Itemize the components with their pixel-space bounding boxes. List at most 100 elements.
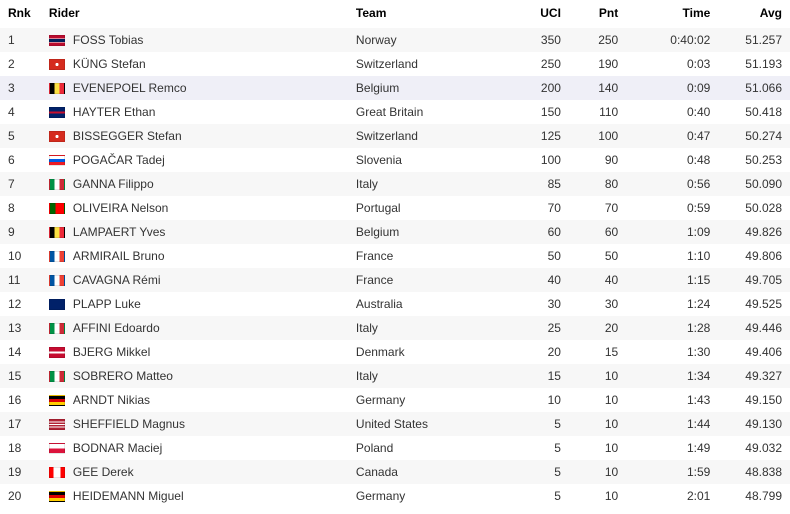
header-rnk[interactable]: Rnk	[0, 0, 41, 28]
cell-team[interactable]: Italy	[348, 316, 512, 340]
cell-team[interactable]: Poland	[348, 436, 512, 460]
header-time[interactable]: Time	[626, 0, 718, 28]
rider-name[interactable]: CAVAGNA Rémi	[73, 273, 161, 287]
rider-name[interactable]: SOBRERO Matteo	[73, 369, 173, 383]
cell-rider: GEE Derek	[41, 460, 348, 484]
rider-name[interactable]: AFFINI Edoardo	[73, 321, 160, 335]
cell-rnk: 14	[0, 340, 41, 364]
rider-name[interactable]: BJERG Mikkel	[73, 345, 150, 359]
rider-name[interactable]: ARNDT Nikias	[73, 393, 150, 407]
flag-icon	[49, 443, 65, 454]
cell-uci: 10	[512, 388, 569, 412]
cell-pnt: 190	[569, 52, 626, 76]
cell-pnt: 30	[569, 292, 626, 316]
cell-pnt: 80	[569, 172, 626, 196]
cell-pnt: 250	[569, 28, 626, 52]
flag-icon	[49, 107, 65, 118]
cell-team[interactable]: Slovenia	[348, 148, 512, 172]
cell-time: 0:59	[626, 196, 718, 220]
cell-rider: ARNDT Nikias	[41, 388, 348, 412]
rider-name[interactable]: PLAPP Luke	[73, 297, 141, 311]
rider-name[interactable]: GANNA Filippo	[73, 177, 154, 191]
cell-rider: GANNA Filippo	[41, 172, 348, 196]
cell-rnk: 16	[0, 388, 41, 412]
cell-team[interactable]: Australia	[348, 292, 512, 316]
cell-avg: 48.838	[718, 460, 790, 484]
cell-avg: 49.327	[718, 364, 790, 388]
cell-rnk: 5	[0, 124, 41, 148]
header-rider[interactable]: Rider	[41, 0, 348, 28]
rider-name[interactable]: FOSS Tobias	[73, 33, 143, 47]
cell-team[interactable]: Belgium	[348, 76, 512, 100]
table-row: 3EVENEPOEL RemcoBelgium2001400:0951.066	[0, 76, 790, 100]
cell-team[interactable]: France	[348, 268, 512, 292]
flag-icon	[49, 227, 65, 238]
table-row: 17SHEFFIELD MagnusUnited States5101:4449…	[0, 412, 790, 436]
cell-team[interactable]: Norway	[348, 28, 512, 52]
rider-name[interactable]: HAYTER Ethan	[73, 105, 155, 119]
cell-team[interactable]: Italy	[348, 172, 512, 196]
rider-name[interactable]: KÜNG Stefan	[73, 57, 146, 71]
cell-pnt: 15	[569, 340, 626, 364]
cell-uci: 200	[512, 76, 569, 100]
cell-rnk: 10	[0, 244, 41, 268]
cell-rider: AFFINI Edoardo	[41, 316, 348, 340]
cell-team[interactable]: France	[348, 244, 512, 268]
flag-icon	[49, 155, 65, 166]
cell-team[interactable]: Germany	[348, 388, 512, 412]
cell-uci: 60	[512, 220, 569, 244]
cell-team[interactable]: Italy	[348, 364, 512, 388]
rider-name[interactable]: LAMPAERT Yves	[73, 225, 166, 239]
flag-icon	[49, 323, 65, 334]
cell-rider: HEIDEMANN Miguel	[41, 484, 348, 508]
cell-pnt: 90	[569, 148, 626, 172]
header-pnt[interactable]: Pnt	[569, 0, 626, 28]
results-table: Rnk Rider Team UCI Pnt Time Avg 1FOSS To…	[0, 0, 790, 508]
cell-uci: 250	[512, 52, 569, 76]
cell-team[interactable]: Portugal	[348, 196, 512, 220]
table-row: 8OLIVEIRA NelsonPortugal70700:5950.028	[0, 196, 790, 220]
cell-rnk: 4	[0, 100, 41, 124]
cell-team[interactable]: Canada	[348, 460, 512, 484]
cell-time: 1:28	[626, 316, 718, 340]
cell-rnk: 9	[0, 220, 41, 244]
cell-team[interactable]: Germany	[348, 484, 512, 508]
cell-team[interactable]: Great Britain	[348, 100, 512, 124]
cell-rnk: 18	[0, 436, 41, 460]
cell-rnk: 6	[0, 148, 41, 172]
cell-rider: HAYTER Ethan	[41, 100, 348, 124]
cell-pnt: 40	[569, 268, 626, 292]
table-row: 5BISSEGGER StefanSwitzerland1251000:4750…	[0, 124, 790, 148]
cell-team[interactable]: Denmark	[348, 340, 512, 364]
flag-icon	[49, 59, 65, 70]
rider-name[interactable]: ARMIRAIL Bruno	[73, 249, 165, 263]
rider-name[interactable]: OLIVEIRA Nelson	[73, 201, 168, 215]
flag-icon	[49, 35, 65, 46]
cell-uci: 5	[512, 436, 569, 460]
cell-avg: 49.406	[718, 340, 790, 364]
cell-team[interactable]: Belgium	[348, 220, 512, 244]
cell-team[interactable]: Switzerland	[348, 52, 512, 76]
rider-name[interactable]: BODNAR Maciej	[73, 441, 162, 455]
header-team[interactable]: Team	[348, 0, 512, 28]
cell-rnk: 8	[0, 196, 41, 220]
cell-pnt: 10	[569, 364, 626, 388]
cell-uci: 70	[512, 196, 569, 220]
header-uci[interactable]: UCI	[512, 0, 569, 28]
cell-rider: BISSEGGER Stefan	[41, 124, 348, 148]
cell-team[interactable]: United States	[348, 412, 512, 436]
cell-pnt: 110	[569, 100, 626, 124]
rider-name[interactable]: HEIDEMANN Miguel	[73, 489, 184, 503]
cell-pnt: 60	[569, 220, 626, 244]
flag-icon	[49, 251, 65, 262]
cell-uci: 25	[512, 316, 569, 340]
rider-name[interactable]: BISSEGGER Stefan	[73, 129, 182, 143]
rider-name[interactable]: EVENEPOEL Remco	[73, 81, 187, 95]
rider-name[interactable]: GEE Derek	[73, 465, 134, 479]
rider-name[interactable]: POGAČAR Tadej	[73, 153, 165, 167]
cell-team[interactable]: Switzerland	[348, 124, 512, 148]
rider-name[interactable]: SHEFFIELD Magnus	[73, 417, 185, 431]
flag-icon	[49, 83, 65, 94]
table-row: 15SOBRERO MatteoItaly15101:3449.327	[0, 364, 790, 388]
header-avg[interactable]: Avg	[718, 0, 790, 28]
